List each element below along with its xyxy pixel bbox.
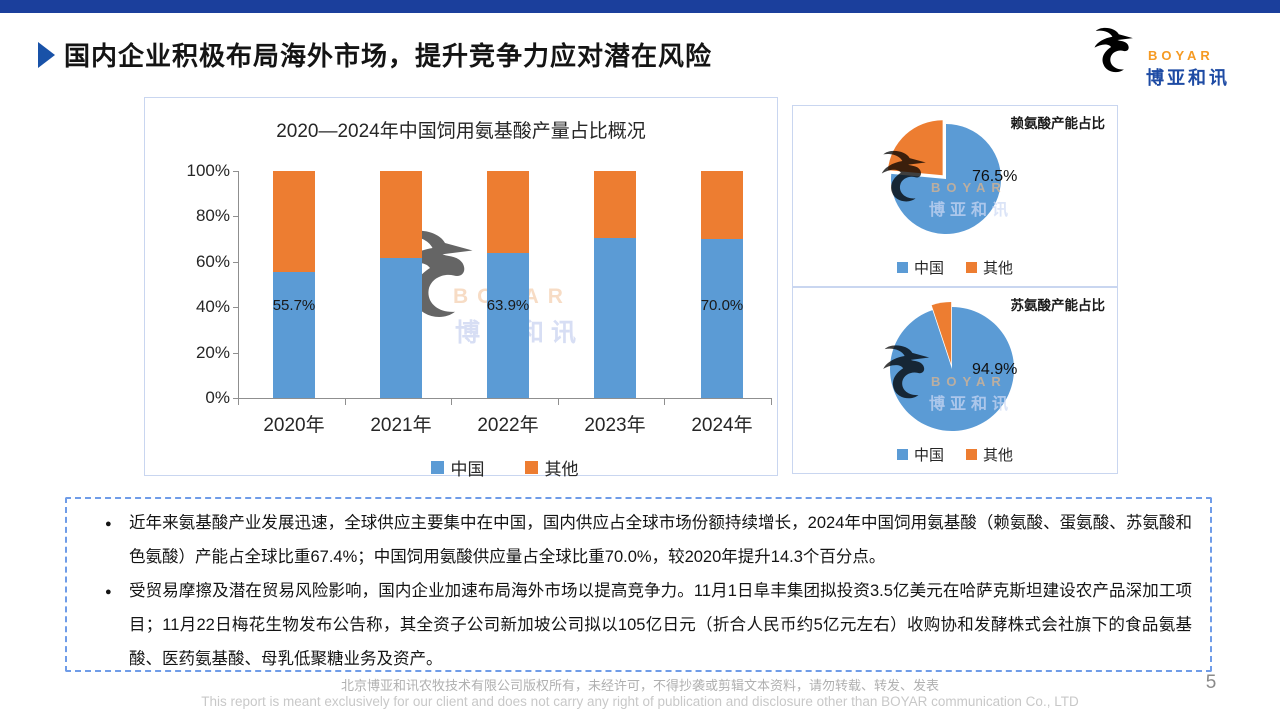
pie-chart-threonine (890, 302, 1015, 431)
bar-segment-china-2021年 (380, 257, 422, 398)
bar-segment-other-2020年 (273, 171, 315, 272)
legend-swatch-china (896, 449, 908, 460)
x-axis (238, 398, 771, 399)
legend-item-china: 中国 (896, 257, 944, 278)
x-tick-label: 2024年 (691, 415, 753, 436)
x-tick-label: 2020年 (263, 415, 325, 436)
bar-segment-china-2023年 (594, 238, 636, 398)
legend-item-china: 中国 (896, 444, 944, 465)
y-axis-tick (233, 307, 238, 309)
y-tick-label: 80% (195, 206, 230, 226)
y-axis-tick (233, 398, 238, 399)
logo-wordmark-en: BOYAR (1148, 48, 1214, 63)
y-axis-tick (233, 216, 238, 218)
bar-data-label-2022年: 63.9% (486, 297, 530, 314)
y-tick-label: 60% (195, 251, 230, 271)
y-tick-label: 40% (195, 297, 230, 317)
pie-title-lysine: 赖氨酸产能占比 (1010, 116, 1106, 131)
pie-panel-lysine: 赖氨酸产能占比 BOYAR 博亚和讯 76.5% 中国 其他 (792, 105, 1118, 287)
legend-item-china: 中国 (430, 455, 485, 480)
footer-copyright-cn: 北京博亚和讯农牧技术有限公司版权所有，未经许可，不得抄袭或剪辑文本资料，请勿转载… (340, 678, 939, 693)
x-tick-label: 2021年 (370, 415, 432, 436)
bar-chart-panel: 2020—2024年中国饲用氨基酸产量占比概况 BOYAR 博亚和讯 0%20%… (144, 97, 778, 479)
legend-label-china: 中国 (913, 260, 944, 277)
pie-data-label-lysine: 76.5% (972, 168, 1018, 185)
boyar-bird-icon (1062, 24, 1150, 88)
pie-title-threonine: 苏氨酸产能占比 (1010, 298, 1106, 313)
legend-swatch-china (430, 461, 444, 474)
legend-swatch-china (896, 262, 908, 273)
page-number: 5 (1205, 672, 1217, 693)
x-tick-label: 2022年 (477, 415, 539, 436)
y-axis (238, 171, 239, 398)
legend-swatch-other (966, 262, 977, 273)
legend-label-china: 中国 (450, 460, 485, 479)
y-tick-label: 20% (195, 342, 230, 362)
pie-legend-threonine: 中国 其他 (793, 444, 1117, 465)
bar-segment-china-2022年 (487, 252, 529, 398)
bar-data-label-2020年: 55.7% (272, 297, 316, 314)
legend-label-other: 其他 (983, 260, 1014, 277)
bullet-list: 近年来氨基酸产业发展迅速，全球供应主要集中在中国，国内供应占全球市场份额持续增长… (67, 506, 1210, 670)
y-tick-label: 100% (186, 161, 230, 180)
legend-item-other: 其他 (524, 455, 579, 480)
pie-chart-lysine (887, 120, 1001, 234)
pie-legend-lysine: 中国 其他 (793, 257, 1117, 278)
boyar-logo: BOYAR 博亚和讯 (1062, 24, 1238, 90)
bar-chart-title: 2020—2024年中国饲用氨基酸产量占比概况 (276, 121, 646, 142)
x-axis-tick (238, 398, 239, 405)
footer-copyright-en: This report is meant exclusively for our… (201, 694, 1079, 709)
bar-chart-legend: 中国 其他 (238, 455, 771, 480)
y-axis-tick (233, 352, 238, 354)
bullet-item: 近年来氨基酸产业发展迅速，全球供应主要集中在中国，国内供应占全球市场份额持续增长… (105, 506, 1192, 574)
x-tick-label: 2023年 (584, 415, 646, 436)
pie-slice-其他 (931, 302, 952, 365)
legend-item-other: 其他 (966, 444, 1013, 465)
title-marker-icon (38, 42, 55, 68)
bar-segment-china-2024年 (701, 239, 743, 398)
legend-item-other: 其他 (966, 257, 1013, 278)
legend-swatch-other (524, 461, 538, 474)
top-accent-bar (0, 0, 1280, 13)
x-axis-tick (664, 398, 666, 405)
bar-segment-china-2020年 (273, 271, 315, 398)
y-axis-tick (233, 261, 238, 263)
x-axis-tick (557, 398, 559, 405)
pie-panel-threonine: 苏氨酸产能占比 BOYAR 博亚和讯 94.9% 中国 其他 (792, 287, 1118, 474)
legend-swatch-other (966, 449, 977, 460)
y-tick-label: 0% (205, 388, 230, 407)
notes-box: 近年来氨基酸产业发展迅速，全球供应主要集中在中国，国内供应占全球市场份额持续增长… (65, 497, 1212, 672)
x-axis-tick (771, 398, 772, 405)
bar-segment-other-2023年 (594, 171, 636, 239)
x-axis-tick (344, 398, 346, 405)
bullet-item: 受贸易摩擦及潜在贸易风险影响，国内企业加速布局海外市场以提高竞争力。11月1日阜… (105, 574, 1192, 670)
pie-slice-中国 (890, 124, 1001, 234)
bar-data-label-2024年: 70.0% (700, 297, 744, 314)
page-title: 国内企业积极布局海外市场，提升竞争力应对潜在风险 (64, 41, 713, 71)
bar-segment-other-2022年 (487, 171, 529, 253)
bar-segment-other-2024年 (701, 171, 743, 240)
pie-data-label-threonine: 94.9% (972, 361, 1018, 378)
legend-label-other: 其他 (544, 460, 579, 479)
legend-label-other: 其他 (983, 447, 1014, 464)
x-axis-tick (451, 398, 453, 405)
legend-label-china: 中国 (913, 447, 944, 464)
pie-slice-其他 (887, 120, 943, 176)
y-axis-tick (233, 171, 238, 172)
logo-wordmark-cn: 博亚和讯 (1146, 68, 1230, 88)
bar-segment-other-2021年 (380, 171, 422, 258)
